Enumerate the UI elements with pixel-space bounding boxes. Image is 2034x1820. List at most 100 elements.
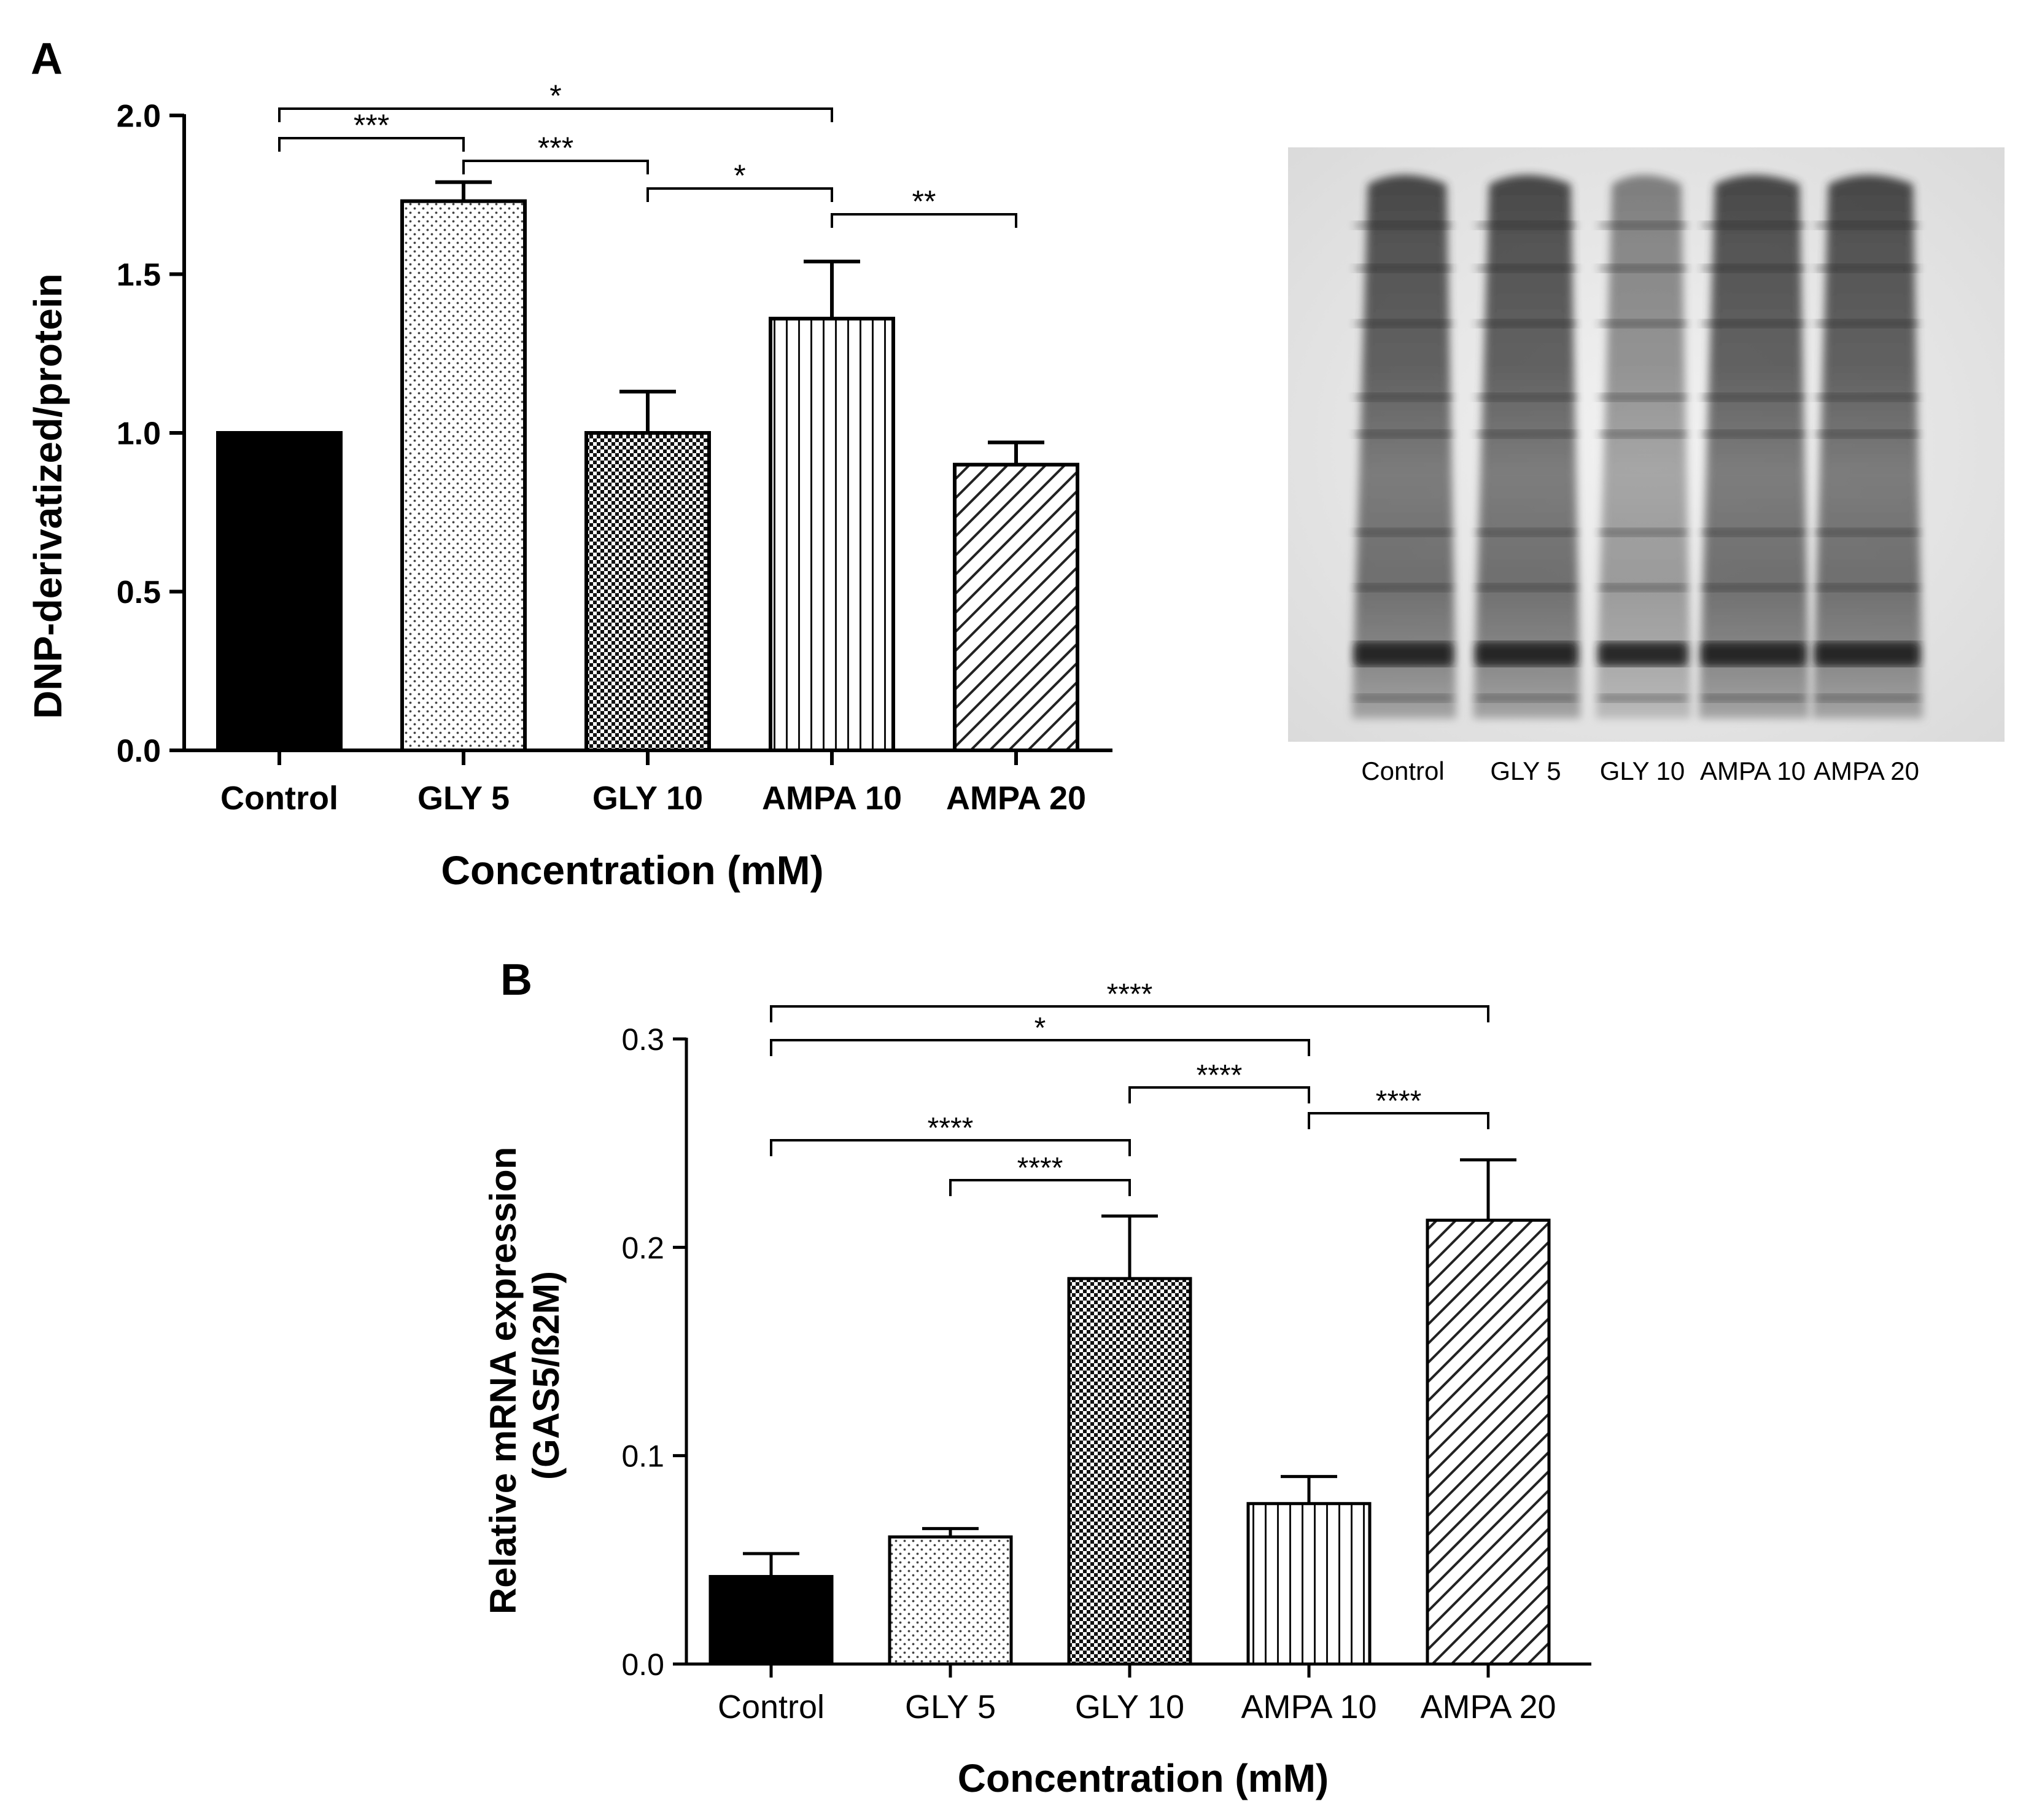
significance-bracket — [770, 1139, 1131, 1156]
y-tick-label: 1.5 — [117, 257, 161, 293]
blot-band — [1815, 583, 1919, 592]
chart-b-y-axis-title-line1: Relative mRNA expression — [483, 1147, 524, 1614]
blot-band — [1815, 694, 1919, 702]
significance-bracket — [278, 137, 465, 152]
blot-lane-label: GLY 5 — [1490, 756, 1561, 785]
chart-a-y-axis-title: DNP-derivatized/protein — [26, 273, 70, 718]
blot-lanes — [1352, 175, 1923, 718]
x-tick-label: AMPA 20 — [946, 780, 1086, 817]
blot-lane-label: GLY 10 — [1600, 756, 1685, 785]
chart-a-bars — [216, 180, 1079, 752]
blot-lane-control — [1352, 175, 1456, 718]
blot-band — [1598, 393, 1688, 402]
blot-band — [1701, 264, 1806, 273]
blot-band — [1354, 393, 1453, 402]
significance-bracket — [770, 1039, 1310, 1056]
blot-lane-ampa-10 — [1699, 175, 1809, 718]
bar-gly-10 — [584, 431, 711, 752]
chart-a-y-tick-labels: 0.0 0.5 1.0 1.5 2.0 — [117, 99, 161, 769]
chart-b: B 0.00.10.20.3 ********************* Con… — [483, 955, 1591, 1800]
blot-band — [1701, 319, 1806, 328]
bar-ampa-20 — [1426, 1218, 1551, 1666]
blot-band — [1475, 221, 1577, 230]
significance-label: ** — [912, 184, 936, 219]
significance-label: *** — [354, 108, 389, 142]
bar-control — [708, 1574, 834, 1666]
blot-band — [1815, 430, 1919, 438]
blot-band — [1701, 583, 1806, 592]
bar-ampa-10 — [1246, 1502, 1372, 1666]
x-tick-label: Control — [718, 1689, 825, 1725]
chart-a-axes — [169, 114, 1112, 765]
chart-b-y-tick-labels: 0.0 0.1 0.2 0.3 — [621, 1022, 664, 1682]
blot-lane-smear — [1352, 175, 1456, 718]
y-tick-label: 2.0 — [117, 99, 161, 134]
y-tick-label: 0.0 — [621, 1647, 664, 1682]
blot-lane-gly-5 — [1473, 175, 1581, 718]
x-tick-label: AMPA 20 — [1420, 1689, 1556, 1725]
significance-label: **** — [1376, 1085, 1422, 1118]
y-tick-label: 0.3 — [621, 1022, 664, 1057]
y-tick-label: 1.0 — [117, 416, 161, 452]
bar-gly-5 — [400, 199, 527, 752]
blot-lane-ampa-20 — [1812, 175, 1923, 718]
significance-bracket — [831, 213, 1017, 228]
blot-band — [1815, 528, 1919, 537]
blot-band — [1354, 642, 1453, 666]
bar-gly-10 — [1067, 1277, 1192, 1666]
chart-b-y-axis-title-line2: (GAS5/ß2M) — [526, 1271, 567, 1480]
bar-gly-5 — [888, 1535, 1013, 1666]
panel-a-label: A — [31, 34, 63, 84]
significance-bracket — [278, 107, 833, 122]
blot-band — [1598, 528, 1688, 537]
significance-label: **** — [1197, 1059, 1243, 1092]
significance-bracket — [770, 1005, 1489, 1022]
blot-band — [1354, 694, 1453, 702]
blot-band — [1701, 221, 1806, 230]
blot-band — [1598, 264, 1688, 273]
blot-band — [1701, 694, 1806, 702]
panel-b-label: B — [500, 955, 532, 1005]
blot-band — [1815, 642, 1919, 666]
x-tick-label: GLY 5 — [905, 1689, 996, 1725]
chart-b-significance: ********************* — [770, 978, 1489, 1196]
blot-lane-smear — [1699, 175, 1809, 718]
blot-band — [1475, 264, 1577, 273]
blot-lane-label: AMPA 20 — [1814, 756, 1919, 785]
y-tick-label: 0.2 — [621, 1231, 664, 1265]
chart-a-x-tick-labels: Control GLY 5 GLY 10 AMPA 10 AMPA 20 — [220, 780, 1086, 817]
significance-label: * — [734, 158, 745, 193]
blot-band — [1475, 642, 1577, 666]
y-tick-label: 0.1 — [621, 1439, 664, 1474]
blot-band — [1354, 430, 1453, 438]
blot-band — [1354, 528, 1453, 537]
western-blot: Control GLY 5 GLY 10 AMPA 10 AMPA 20 — [1288, 147, 2005, 785]
significance-label: *** — [538, 131, 573, 165]
blot-lane-smear — [1596, 175, 1691, 718]
blot-band — [1475, 393, 1577, 402]
significance-bracket — [646, 187, 833, 202]
x-tick-label: AMPA 10 — [762, 780, 902, 817]
significance-label: **** — [1107, 978, 1153, 1011]
blot-band — [1701, 430, 1806, 438]
significance-bracket — [1308, 1112, 1489, 1129]
blot-lane-label: Control — [1361, 756, 1444, 785]
blot-band — [1815, 221, 1919, 230]
blot-lane-gly-10 — [1596, 175, 1691, 718]
blot-band — [1815, 393, 1919, 402]
y-tick-label: 0.0 — [117, 734, 161, 769]
blot-band — [1475, 430, 1577, 438]
blot-band — [1354, 583, 1453, 592]
chart-a-significance: ********** — [278, 79, 1017, 228]
blot-band — [1475, 319, 1577, 328]
significance-bracket — [949, 1179, 1131, 1196]
chart-a-x-axis-title: Concentration (mM) — [441, 847, 823, 893]
significance-bracket — [1128, 1086, 1310, 1103]
blot-lane-smear — [1812, 175, 1923, 718]
chart-a: A 0.00.51.01.52.0 ********** Control GLY … — [26, 34, 1112, 893]
significance-bracket — [462, 160, 649, 174]
blot-band — [1701, 528, 1806, 537]
blot-band — [1701, 642, 1806, 666]
blot-band — [1598, 642, 1688, 666]
